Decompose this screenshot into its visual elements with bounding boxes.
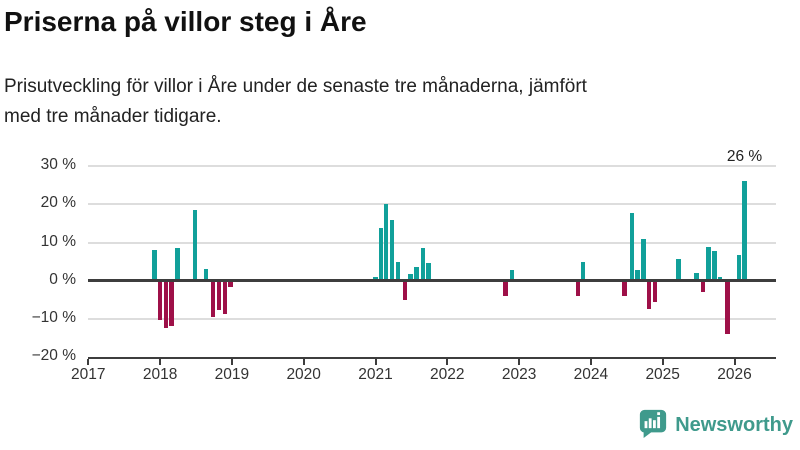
bar-negative: [652, 280, 657, 303]
gridline: [88, 165, 776, 168]
bar-positive: [742, 181, 747, 281]
x-axis-label: 2026: [717, 366, 752, 383]
x-axis-tick: [589, 359, 592, 365]
x-axis-tick: [446, 359, 449, 365]
y-axis-label: −10 %: [31, 308, 76, 326]
chart-subtitle-line-2: med tre månader tidigare.: [4, 106, 222, 127]
bar-positive: [203, 268, 209, 281]
bar-positive: [395, 262, 400, 281]
bar-negative: [157, 280, 163, 321]
y-axis-label: 0 %: [49, 270, 76, 288]
bar-positive: [509, 270, 515, 281]
x-axis-tick: [230, 359, 233, 365]
bar-positive: [635, 270, 640, 281]
bar-negative: [575, 280, 581, 296]
bar-negative: [622, 280, 627, 297]
gridline: [88, 317, 776, 320]
x-axis-tick: [518, 359, 521, 365]
x-axis-tick: [159, 359, 162, 365]
newsworthy-wordmark: Newsworthy: [675, 414, 793, 436]
x-axis-line: [88, 357, 776, 359]
bar-positive: [389, 219, 395, 281]
x-axis-label: 2017: [71, 366, 106, 383]
bar-negative: [725, 280, 730, 335]
bar-positive: [152, 250, 157, 281]
footer-logo: Newsworthy: [638, 407, 793, 444]
bar-positive: [641, 239, 646, 281]
bar-negative: [163, 280, 169, 328]
chart-subtitle: Prisutveckling för villor i Åre under de…: [4, 72, 587, 132]
y-axis-label: −20 %: [31, 347, 76, 365]
y-axis-label: 20 %: [40, 194, 76, 212]
gridline: [88, 203, 776, 206]
bar-positive: [736, 254, 741, 281]
bar-positive: [676, 258, 681, 281]
x-axis-label: 2023: [501, 366, 537, 383]
bar-positive: [712, 250, 717, 281]
bar-positive: [408, 273, 413, 281]
bar-negative: [169, 280, 174, 326]
newsworthy-icon: [638, 407, 668, 444]
gridline: [88, 241, 776, 244]
bar-negative: [402, 280, 408, 300]
x-axis-label: 2021: [358, 366, 393, 383]
bar-positive: [379, 227, 384, 281]
bar-negative: [700, 280, 706, 293]
bar-positive: [420, 248, 426, 281]
bar-positive: [414, 266, 419, 281]
bar-negative: [222, 280, 227, 314]
x-axis-tick: [302, 359, 305, 365]
bar-positive: [175, 247, 180, 281]
bar-positive: [717, 276, 723, 281]
x-axis-label: 2020: [286, 366, 321, 383]
x-axis-label: 2018: [142, 366, 178, 383]
x-axis-tick: [661, 359, 664, 365]
x-axis-label: 2019: [214, 366, 250, 383]
bar-positive: [580, 261, 586, 281]
x-axis-tick: [374, 359, 377, 365]
bar-negative: [216, 280, 222, 311]
chart-subtitle-line-1: Prisutveckling för villor i Åre under de…: [4, 76, 587, 97]
x-axis-label: 2022: [430, 366, 465, 383]
x-axis-label: 2025: [645, 366, 680, 383]
bar-negative: [503, 280, 508, 296]
bar-negative: [228, 280, 233, 288]
zero-baseline: [88, 279, 776, 282]
bar-negative: [646, 280, 652, 309]
page-title: Priserna på villor steg i Åre: [4, 6, 367, 37]
annotation-last-value: 26 %: [726, 148, 763, 165]
bar-positive: [694, 273, 699, 281]
bar-positive: [426, 262, 431, 281]
bar-positive: [629, 213, 635, 281]
bar-positive: [373, 276, 378, 281]
x-axis-label: 2024: [573, 366, 609, 383]
x-axis-tick: [733, 359, 736, 365]
bar-negative: [211, 280, 216, 317]
y-axis-label: 10 %: [40, 232, 76, 250]
bar-positive: [193, 210, 198, 281]
bar-positive: [384, 204, 389, 281]
y-axis-label: 30 %: [40, 156, 76, 174]
x-axis-tick: [87, 359, 90, 365]
bar-positive: [706, 247, 711, 281]
